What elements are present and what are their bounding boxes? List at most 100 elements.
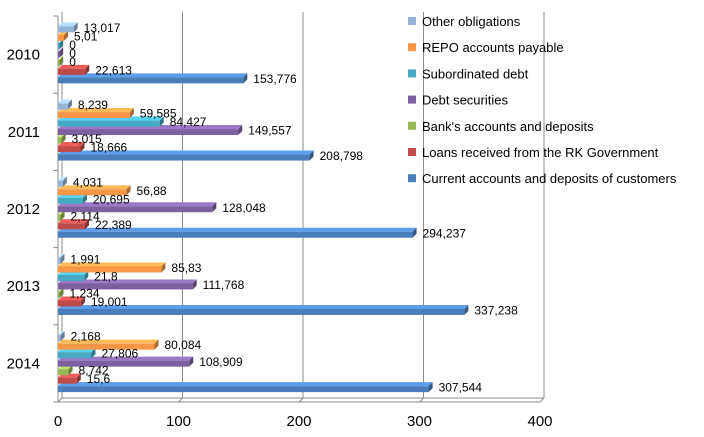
bar-side: [59, 47, 64, 58]
bar-front: [58, 77, 244, 84]
gridline-floor: [419, 397, 424, 403]
bar-side: [129, 108, 134, 119]
category-label: 2014: [7, 355, 40, 372]
data-label: 2,114: [71, 209, 100, 223]
bar-top: [58, 296, 85, 301]
bar-top: [58, 279, 197, 284]
bar: [58, 22, 78, 33]
bar-front: [58, 26, 74, 33]
bar-front: [58, 43, 60, 50]
bar-top: [58, 108, 134, 113]
bar-front: [58, 189, 127, 196]
category-label: 2010: [7, 47, 40, 64]
bars: [58, 22, 469, 393]
bar-top: [58, 142, 85, 147]
legend-label: REPO accounts payable: [422, 40, 564, 55]
data-label: 27,806: [102, 347, 139, 361]
bar-front: [58, 180, 63, 187]
x-tick-label: 300: [407, 413, 432, 430]
bar: [58, 227, 417, 238]
bar-front: [58, 206, 213, 213]
data-label: 149,557: [248, 124, 292, 138]
category-label: 2012: [7, 201, 40, 218]
bar-side: [428, 382, 433, 393]
x-tick-label: 400: [527, 413, 552, 430]
data-label: 0: [69, 55, 76, 69]
bar: [58, 339, 159, 350]
legend-item: Subordinated debt: [408, 66, 529, 81]
bar: [58, 331, 65, 342]
bar-front: [58, 137, 62, 144]
legend-item: Current accounts and deposits of custome…: [408, 171, 677, 186]
bar-side: [82, 193, 87, 204]
data-label: 0: [69, 38, 76, 52]
data-label: 1,991: [70, 252, 100, 266]
bar-side: [67, 99, 72, 110]
bar-top: [58, 304, 469, 309]
bar-front: [58, 257, 61, 264]
legend-label: Debt securities: [422, 93, 508, 108]
bar-front: [58, 274, 85, 281]
bar-front: [58, 103, 68, 110]
data-label: 294,237: [423, 226, 467, 240]
bar: [58, 262, 166, 273]
bar-front: [58, 291, 60, 298]
bar-side: [80, 296, 85, 307]
data-label: 59,585: [140, 107, 177, 121]
bar: [58, 253, 65, 264]
gridline-floor: [539, 397, 545, 403]
bar-side: [464, 304, 469, 315]
bar-side: [85, 64, 90, 75]
bar-front: [58, 300, 81, 307]
bar-top: [58, 73, 248, 78]
gridline-floor: [57, 397, 63, 403]
data-label: 85,83: [171, 261, 201, 275]
legend-label: Current accounts and deposits of custome…: [422, 171, 677, 186]
bar-top: [58, 185, 131, 190]
bar-side: [192, 279, 197, 290]
data-label: 20,695: [93, 192, 130, 206]
data-label: 4,031: [73, 175, 103, 189]
bar-top: [58, 176, 67, 181]
bar-top: [58, 382, 433, 387]
data-label: 0: [69, 46, 76, 60]
data-labels: 153,77622,6130005,0113,017208,79818,6663…: [69, 21, 518, 395]
bar-front: [58, 51, 60, 58]
legend-item: Debt securities: [408, 93, 508, 108]
bar-side: [243, 73, 248, 84]
legend-item: Loans received from the RK Government: [408, 145, 659, 160]
bar-side: [59, 56, 64, 67]
bar-front: [58, 68, 86, 75]
bar-side: [59, 39, 64, 50]
bar-side: [412, 227, 417, 238]
x-tick-label: 200: [286, 413, 311, 430]
legend-swatch: [408, 148, 416, 156]
bar-top: [58, 227, 417, 232]
bar-top: [58, 262, 166, 267]
bar-side: [62, 176, 67, 187]
bar: [58, 47, 64, 58]
bar: [58, 382, 433, 393]
bar-side: [68, 365, 73, 376]
legend-swatch: [408, 17, 416, 25]
bar: [58, 279, 197, 290]
bar-top: [58, 339, 159, 344]
bar-front: [58, 34, 65, 41]
data-label: 19,001: [91, 295, 128, 309]
data-label: 8,742: [79, 364, 109, 378]
bar-front: [58, 120, 160, 127]
legend-label: Subordinated debt: [422, 66, 529, 81]
bar-side: [80, 142, 85, 153]
legend-label: Other obligations: [422, 14, 521, 29]
bar-side: [84, 270, 89, 281]
bar: [58, 202, 217, 213]
gridline-floor: [178, 397, 183, 403]
bar: [58, 142, 85, 153]
bar-side: [309, 150, 314, 161]
data-label: 56,88: [137, 184, 167, 198]
data-label: 18,666: [90, 141, 127, 155]
bar-front: [58, 352, 92, 359]
bar-front: [58, 214, 61, 221]
bar-top: [58, 253, 65, 258]
bar-side: [60, 253, 65, 264]
